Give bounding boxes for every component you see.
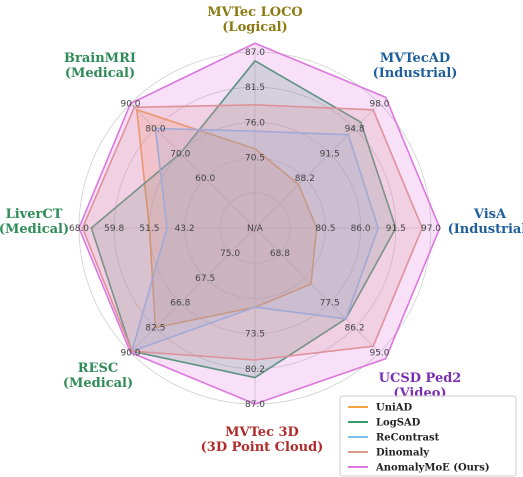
tick-label: 77.5 xyxy=(320,299,340,309)
axis-label-domain: (Medical) xyxy=(65,66,135,81)
axis-label-6: RESC(Medical) xyxy=(63,361,133,391)
grid-spoke-8 xyxy=(130,103,256,229)
axis-label-1: MVTec LOCO(Logical) xyxy=(207,5,303,35)
tick-label: 80.2 xyxy=(245,365,265,375)
grid-spoke-4 xyxy=(254,227,380,353)
axis-label-domain: (Medical) xyxy=(63,376,133,391)
tick-label: N/A xyxy=(247,224,264,234)
axis-label-2: MVTecAD(Industrial) xyxy=(373,51,458,81)
legend-entry: UniAD xyxy=(376,403,413,414)
tick-label: 68.0 xyxy=(69,224,89,234)
legend-entry: ReContrast xyxy=(376,433,440,444)
chart-legend: UniAD LogSAD ReContrast Dinomaly AnomalyMoE … xyxy=(339,395,517,477)
axis-label-domain: (Industrial) xyxy=(448,222,523,237)
tick-label: 94.8 xyxy=(345,124,365,134)
series-anomalymoe-ours xyxy=(78,42,441,405)
tick-label: 68.8 xyxy=(270,249,290,259)
series-logsad xyxy=(90,59,397,379)
grid-spoke-2 xyxy=(254,103,380,229)
axis-label-name: MVTecAD xyxy=(380,51,450,66)
axis-label-domain: (Medical) xyxy=(0,222,69,237)
tick-label: 86.2 xyxy=(345,324,365,334)
axis-label-domain: (Industrial) xyxy=(373,66,458,81)
axis-label-8: BrainMRI(Medical) xyxy=(64,51,136,81)
axis-label-7: LiverCT(Medical) xyxy=(0,207,69,237)
tick-label: 90.0 xyxy=(120,100,140,110)
tick-label: 81.5 xyxy=(245,83,265,93)
axis-label-name: VisA xyxy=(473,207,507,222)
radar-axis-labels: MVTec LOCO(Logical)MVTecAD(Industrial)Vi… xyxy=(0,5,523,455)
tick-label: 75.0 xyxy=(220,249,240,259)
grid-spoke-6 xyxy=(130,227,256,353)
axis-label-name: LiverCT xyxy=(6,207,63,222)
series-recontrast xyxy=(131,127,380,353)
tick-label: 88.2 xyxy=(295,174,315,184)
tick-label: 70.5 xyxy=(245,154,265,164)
axis-label-5: MVTec 3D(3D Point Cloud) xyxy=(201,425,324,455)
tick-label: 97.0 xyxy=(421,224,441,234)
tick-label: 86.0 xyxy=(351,224,371,234)
tick-label: 82.5 xyxy=(145,324,165,334)
axis-label-name: UCSD Ped2 xyxy=(379,371,462,386)
tick-label: 59.8 xyxy=(104,224,124,234)
tick-label: 95.0 xyxy=(369,349,389,359)
axis-label-name: MVTec 3D xyxy=(225,425,299,440)
tick-label: 87.0 xyxy=(245,400,265,410)
tick-label: 91.5 xyxy=(320,149,340,159)
axis-label-name: MVTec LOCO xyxy=(207,5,303,20)
tick-label: 98.0 xyxy=(369,100,389,110)
axis-label-domain: (Logical) xyxy=(222,20,287,35)
radar-series xyxy=(78,42,441,405)
tick-label: 90.0 xyxy=(120,349,140,359)
axis-label-name: BrainMRI xyxy=(64,51,136,66)
radar-tick-labels: N/A 70.5 76.0 81.5 87.0 88.2 91.5 94.8 98.0 80.5 8… xyxy=(69,48,441,410)
tick-label: 67.5 xyxy=(195,274,215,284)
axis-label-name: RESC xyxy=(78,361,118,376)
tick-label: 87.0 xyxy=(245,48,265,58)
legend-box xyxy=(339,395,517,477)
legend-entry: LogSAD xyxy=(376,418,421,429)
tick-label: 76.0 xyxy=(245,118,265,128)
tick-label: 43.2 xyxy=(175,224,195,234)
series-dinomaly xyxy=(81,104,424,361)
tick-label: 80.0 xyxy=(145,124,165,134)
legend-entry: Dinomaly xyxy=(376,448,430,459)
tick-label: 66.8 xyxy=(170,299,190,309)
tick-label: 73.5 xyxy=(245,330,265,340)
legend-entry: AnomalyMoE (Ours) xyxy=(375,463,490,474)
tick-label: 70.0 xyxy=(170,149,190,159)
tick-label: 60.0 xyxy=(195,174,215,184)
axis-label-3: VisA(Industrial) xyxy=(448,207,523,237)
tick-label: 51.5 xyxy=(139,224,159,234)
tick-label: 91.5 xyxy=(386,224,406,234)
tick-label: 80.5 xyxy=(315,224,335,234)
axis-label-domain: (3D Point Cloud) xyxy=(201,440,324,455)
